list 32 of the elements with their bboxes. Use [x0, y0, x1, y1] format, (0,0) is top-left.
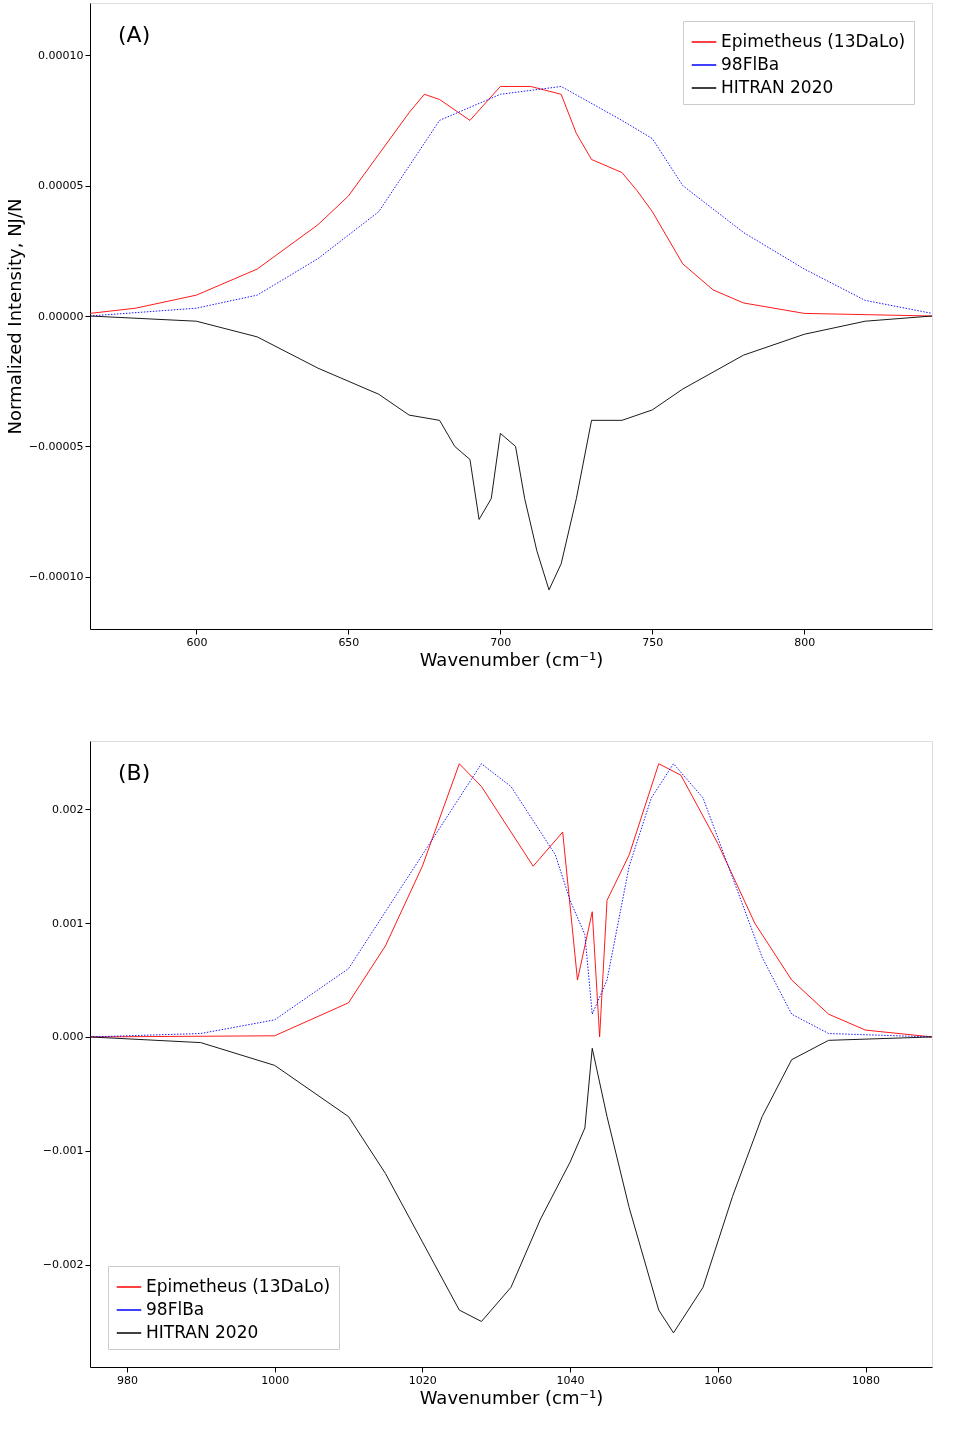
x-tick-label: 750 — [642, 635, 664, 649]
x-tick-label: 1020 — [408, 1373, 437, 1387]
y-tick-label: 0.00010 — [38, 48, 84, 62]
legend-label: Epimetheus (13DaLo) — [146, 1276, 331, 1296]
legend-label: 98FlBa — [146, 1299, 205, 1319]
y-tick-label: −0.002 — [42, 1258, 84, 1272]
x-tick-label: 1060 — [704, 1373, 733, 1387]
x-tick-label: 1080 — [852, 1373, 881, 1387]
y-tick-label: 0.000 — [52, 1030, 84, 1044]
y-tick-label: −0.00005 — [28, 439, 84, 453]
x-axis-title: Wavenumber (cm⁻¹) — [419, 1386, 604, 1408]
x-tick-label: 600 — [186, 635, 208, 649]
x-tick-label: 980 — [116, 1373, 138, 1387]
x-tick-label: 650 — [338, 635, 360, 649]
legend-label: 98FlBa — [721, 54, 780, 74]
legend-label: HITRAN 2020 — [721, 77, 834, 97]
x-tick-label: 800 — [794, 635, 816, 649]
y-tick-label: 0.00005 — [38, 179, 84, 193]
legend-label: Epimetheus (13DaLo) — [721, 31, 906, 51]
x-tick-label: 1000 — [261, 1373, 290, 1387]
y-tick-label: −0.00010 — [28, 570, 84, 584]
x-axis-title: Wavenumber (cm⁻¹) — [419, 648, 604, 670]
legend-label: HITRAN 2020 — [146, 1322, 259, 1342]
y-tick-label: 0.001 — [52, 916, 84, 930]
y-tick-label: 0.002 — [52, 802, 84, 816]
annotation: (A) — [118, 22, 151, 47]
annotation: (B) — [118, 760, 151, 785]
y-axis-title: Normalized Intensity, NJ/N — [3, 198, 25, 435]
y-tick-label: 0.00000 — [38, 309, 84, 323]
x-tick-label: 700 — [490, 635, 512, 649]
y-tick-label: −0.001 — [42, 1144, 84, 1158]
x-tick-label: 1040 — [556, 1373, 585, 1387]
